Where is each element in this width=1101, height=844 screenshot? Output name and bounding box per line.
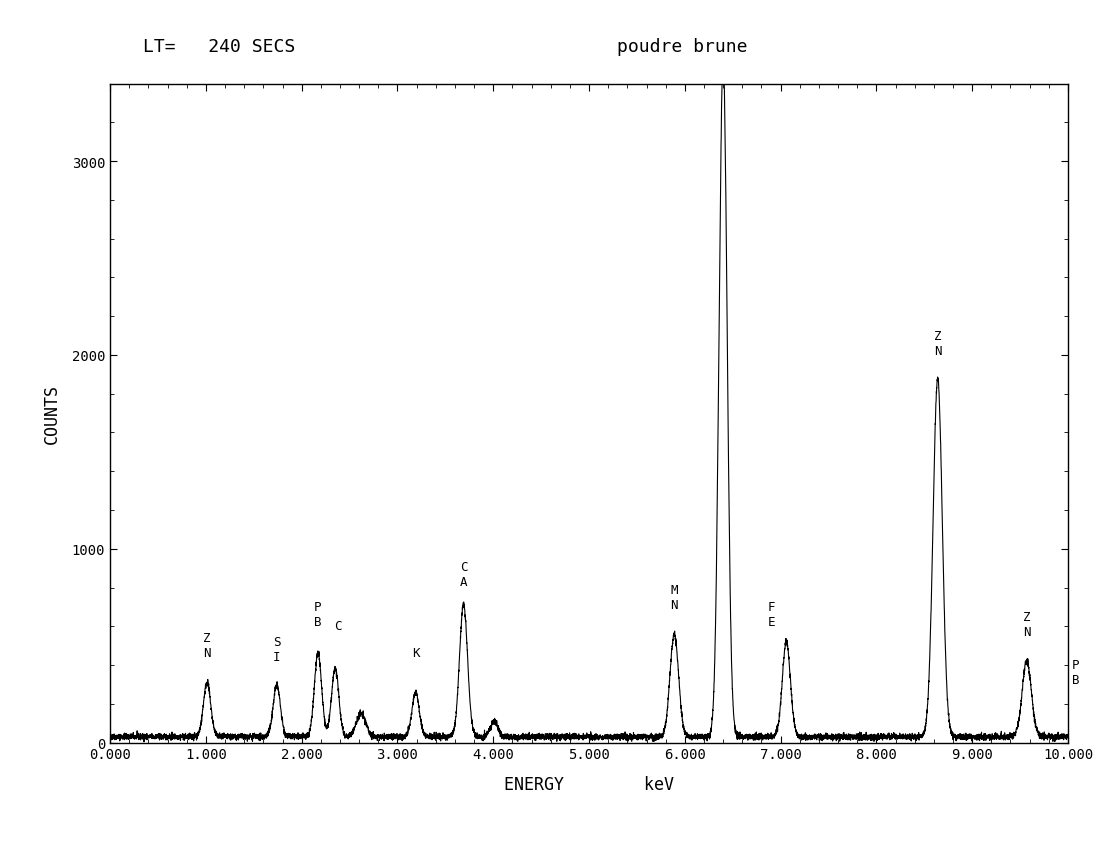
Text: P
B: P B xyxy=(314,601,321,629)
Text: P
B: P B xyxy=(1072,658,1079,686)
Text: Z
N: Z N xyxy=(934,329,941,357)
Text: K: K xyxy=(412,647,419,659)
Y-axis label: COUNTS: COUNTS xyxy=(43,383,61,444)
Text: C: C xyxy=(335,619,341,632)
Text: Z
N: Z N xyxy=(1023,610,1031,638)
X-axis label: ENERGY        keV: ENERGY keV xyxy=(504,776,674,793)
Text: poudre brune: poudre brune xyxy=(617,38,748,56)
Text: Z
N: Z N xyxy=(203,631,210,659)
Text: C
A: C A xyxy=(460,560,467,587)
Text: LT=   240 SECS: LT= 240 SECS xyxy=(143,38,295,56)
Text: F
E: F E xyxy=(767,601,775,629)
Text: S
I: S I xyxy=(273,636,281,663)
Text: M
N: M N xyxy=(671,583,678,611)
